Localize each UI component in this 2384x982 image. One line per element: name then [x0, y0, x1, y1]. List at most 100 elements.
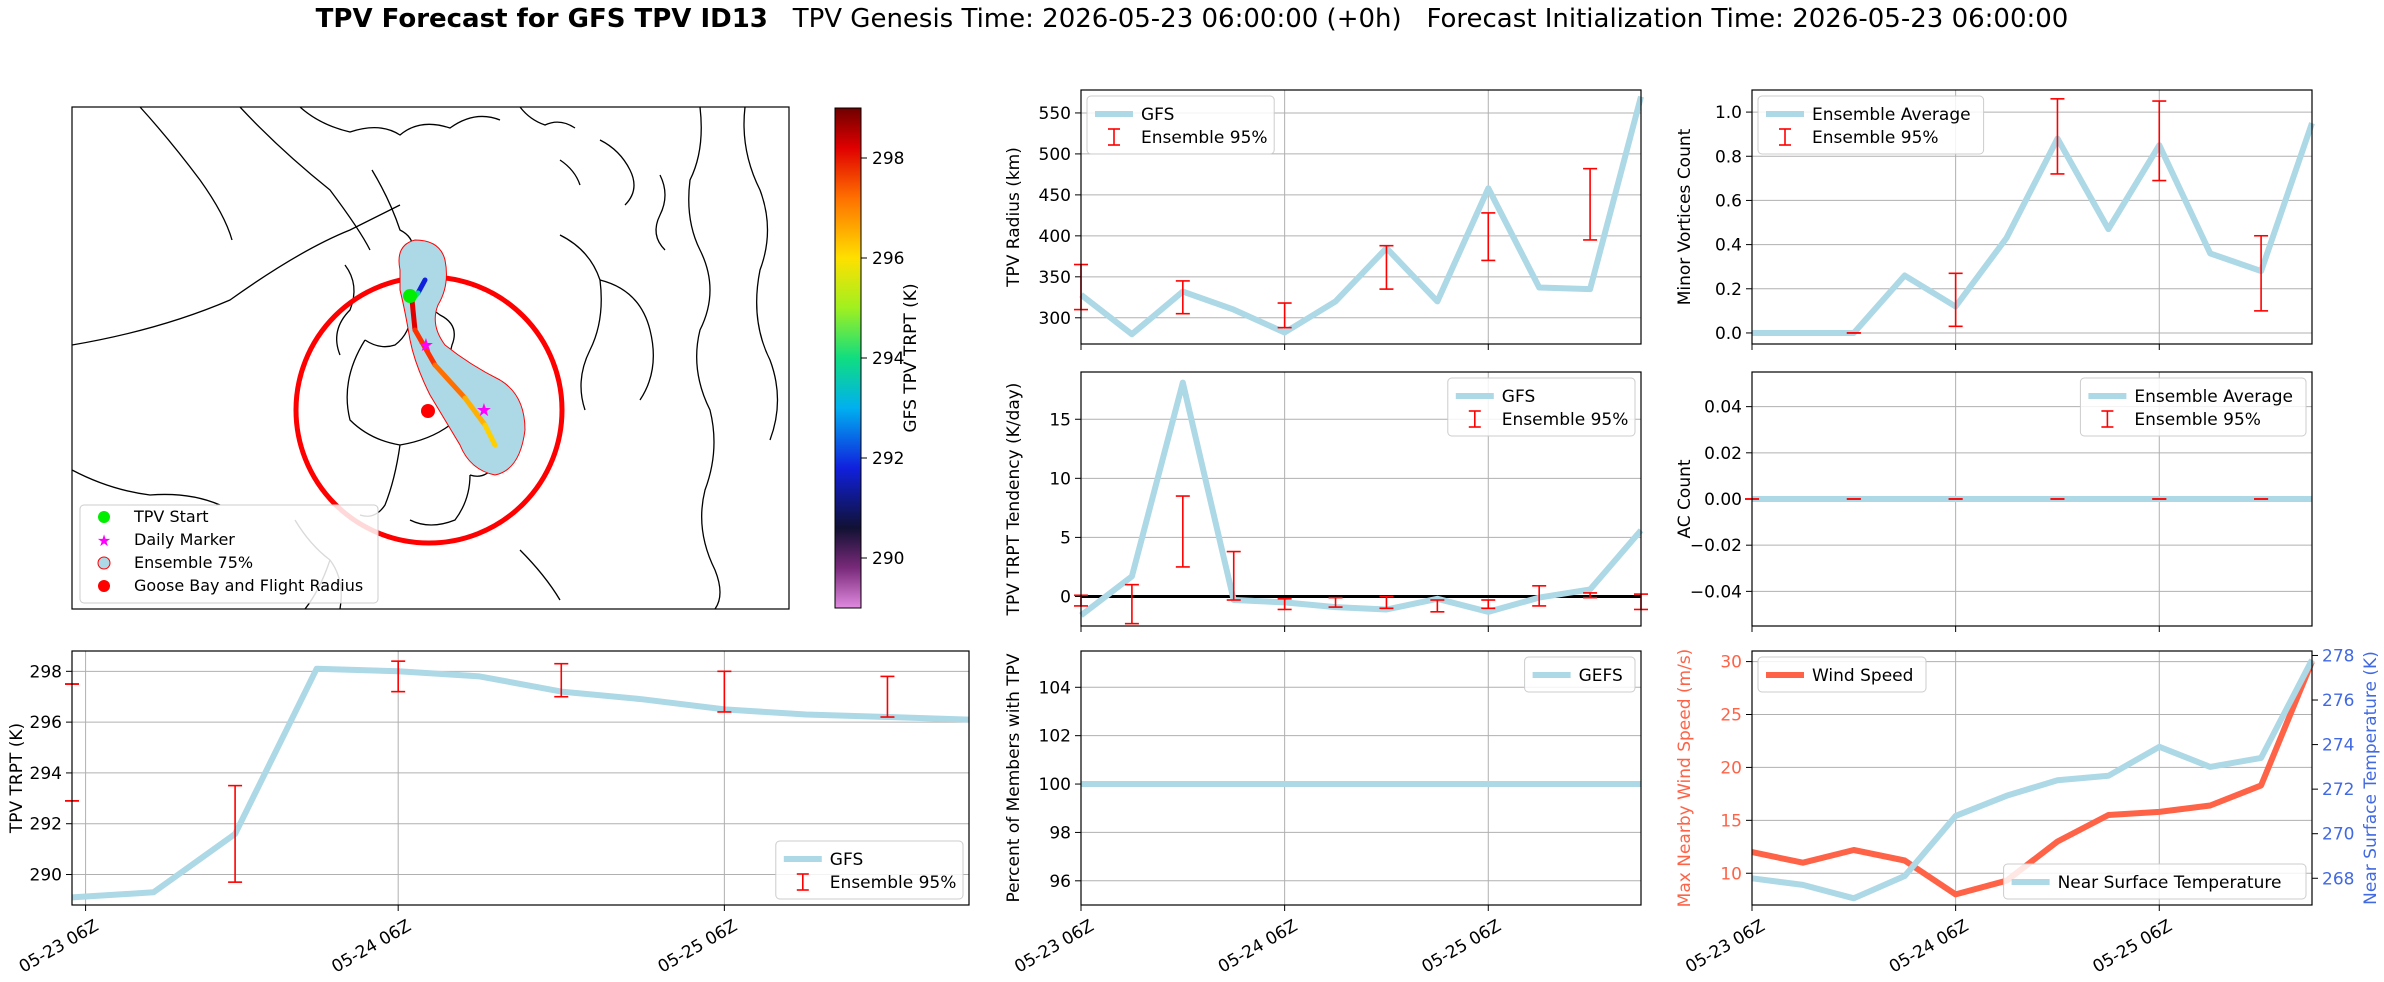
y-tick-label: 1.0 [1715, 103, 1742, 123]
y-tick-label: 20 [1720, 758, 1742, 778]
colorbar-tick-label: 298 [872, 149, 904, 169]
x-tick-label: 05-25 06Z [2089, 916, 2175, 977]
legend-box [1757, 656, 1927, 693]
ensemble-75-envelope [398, 239, 526, 476]
y-tick-label: 25 [1720, 706, 1742, 726]
chart-radius: 300 350 400 450 500 550 TPV Radius (km) GFS Ense… [1004, 89, 1644, 350]
figure-title: TPV Forecast for GFS TPV ID13 TPV Genesi… [0, 4, 2384, 34]
map-panel: ★ ★ TPV Start ★ Daily Marker Ensemble 75… [71, 106, 921, 610]
legend-label: GFS [1141, 105, 1174, 125]
tpv-track [409, 277, 498, 448]
chart-trpt: 290 292 294 296 298 05-23 06Z 05-24 06Z 05-25 0… [7, 650, 970, 977]
legend-goosebay-icon [98, 580, 110, 592]
axes-frame [1080, 371, 1642, 627]
errorbar [554, 662, 569, 698]
errorbar [1277, 598, 1292, 611]
errorbar [1124, 583, 1139, 625]
axes-frame [1751, 371, 2313, 627]
figure-title-main: TPV Forecast for GFS TPV ID13 [315, 4, 768, 34]
figure-title-init: Forecast Initialization Time: 2026-05-23… [1426, 4, 2069, 34]
y-tick-label: 0 [1060, 587, 1071, 607]
y-right-tick-label: 272 [2322, 780, 2354, 800]
y-axis-label: TPV Radius (km) [1004, 147, 1024, 288]
colorbar-gradient [834, 107, 862, 609]
legend: Wind Speed [1757, 656, 1927, 693]
y-tick-label: 30 [1720, 653, 1742, 673]
errorbar [1481, 212, 1496, 262]
y-axis-label: TPV TRPT (K) [7, 723, 27, 834]
legend-errorbar-icon [1468, 410, 1481, 428]
map-legend-start: TPV Start [133, 507, 209, 526]
errorbar [228, 784, 243, 883]
y-tick-label: 400 [1039, 227, 1071, 247]
y-tick-label: 294 [30, 764, 62, 784]
chart-members: 96 98 100 102 104 05-23 06Z 05-24 06Z 05-25 06Z… [1004, 650, 1642, 977]
y-tick-label: −0.04 [1690, 582, 1742, 602]
legend-errorbar-icon [1779, 128, 1791, 146]
errorbar [880, 675, 895, 718]
y-tick-label: 102 [1039, 727, 1071, 747]
y-right-tick-label: 274 [2322, 736, 2354, 756]
axes-frame [1080, 650, 1642, 906]
y-tick-label: 100 [1039, 775, 1071, 795]
legend-label: GFS [830, 850, 863, 870]
errorbar [1226, 550, 1241, 601]
legend-errorbar-icon [2101, 410, 2114, 428]
series-line-wind-speed [1751, 660, 2315, 898]
daily-marker-star-1: ★ [418, 335, 434, 356]
legend: GEFS [1524, 656, 1636, 693]
colorbar-tick-label: 294 [872, 349, 904, 369]
y-tick-label: 0.2 [1715, 280, 1742, 300]
errorbar [1175, 495, 1190, 568]
errorbar [1481, 599, 1496, 610]
y-right-tick-label: 270 [2322, 825, 2354, 845]
y-axis-label: TPV TRPT Tendency (K/day) [1004, 383, 1024, 617]
legend: GFS Ensemble 95% [1447, 377, 1636, 437]
y-tick-label: 10 [1720, 864, 1742, 884]
legend: Ensemble Average Ensemble 95% [1757, 95, 1985, 155]
errorbar [1532, 585, 1547, 607]
map-legend-goosebay: Goose Bay and Flight Radius [134, 576, 363, 595]
legend-errorbar-icon [796, 873, 809, 891]
y-tick-label: 450 [1039, 186, 1071, 206]
errorbar [1328, 596, 1343, 608]
errorbar [1277, 302, 1292, 329]
legend-errorbar-icon [1108, 128, 1120, 146]
chart-ac: −0.04 −0.02 0.00 0.02 0.04 AC Count Ensemble A… [1675, 371, 2313, 632]
legend-label: Ensemble 95% [1502, 410, 1629, 430]
errorbar [1583, 592, 1598, 599]
y-tick-label: 0.4 [1715, 236, 1742, 256]
colorbar-tick-label: 292 [872, 449, 904, 469]
series-line-gfs [1079, 379, 1644, 618]
y-tick-label: 15 [1720, 811, 1742, 831]
y-tick-label: −0.02 [1690, 536, 1742, 556]
y-tick-label: 290 [30, 866, 62, 886]
y-tick-label: 98 [1049, 823, 1071, 843]
y-tick-label: 298 [30, 662, 62, 682]
x-tick-label: 05-25 06Z [655, 916, 741, 977]
y-axis-label: Minor Vortices Count [1675, 128, 1695, 305]
legend-label: Ensemble 95% [830, 873, 957, 893]
errorbar [1379, 595, 1394, 610]
legend-label: Ensemble 95% [2134, 410, 2261, 430]
goose-bay-marker [421, 404, 435, 418]
errorbar [1430, 599, 1445, 613]
y-tick-label: 292 [30, 815, 62, 835]
y-tick-label: 104 [1039, 678, 1071, 698]
errorbar [2254, 234, 2269, 312]
axes-frame [1080, 89, 1642, 345]
series-line-near-surface-temperature [1751, 658, 2315, 902]
colorbar-tick-label: 296 [872, 249, 904, 269]
errorbar [391, 660, 406, 693]
legend-label: GFS [1502, 387, 1535, 407]
x-tick-label: 05-23 06Z [16, 916, 102, 977]
figure-title-genesis: TPV Genesis Time: 2026-05-23 06:00:00 (+… [792, 4, 1402, 34]
daily-marker-star-2: ★ [476, 400, 492, 421]
colorbar-tick-label: 290 [872, 549, 904, 569]
legend-label: Ensemble Average [1812, 105, 1971, 125]
legend-label: GEFS [1579, 666, 1623, 686]
errorbar [2050, 98, 2065, 175]
map-frame [71, 106, 790, 610]
y-tick-label: 350 [1039, 268, 1071, 288]
